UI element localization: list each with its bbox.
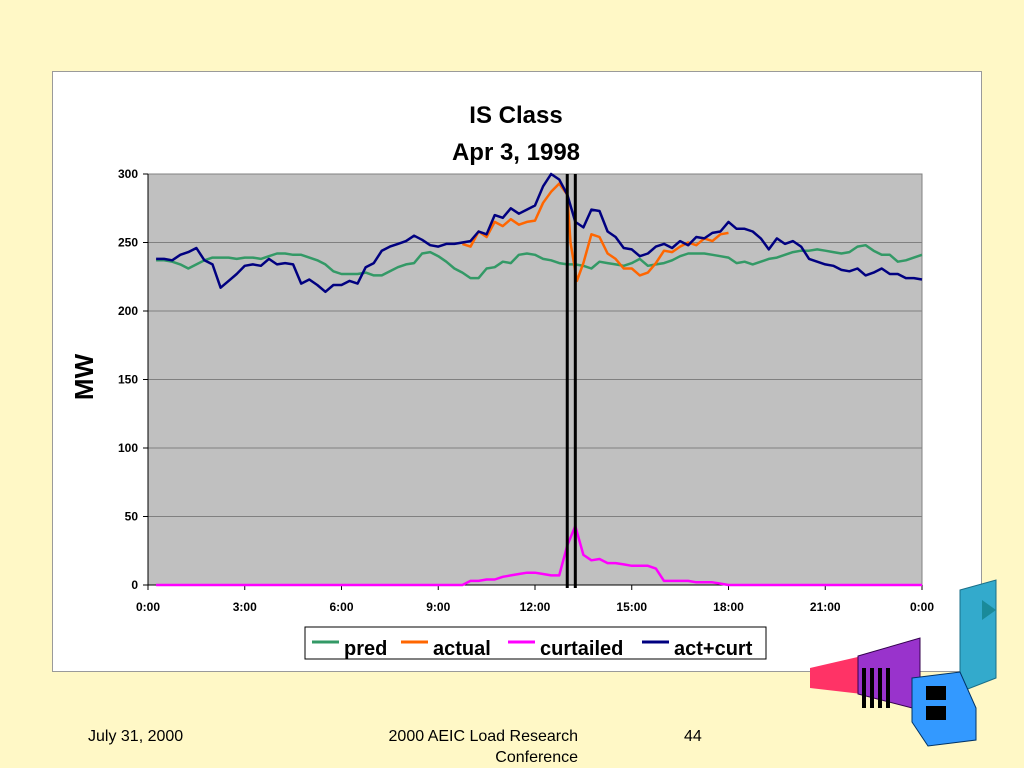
series-line-pred	[156, 243, 923, 280]
y-tick-label: 0	[131, 578, 138, 592]
y-tick-label: 300	[118, 167, 138, 181]
deco-tower-window-1	[926, 686, 946, 700]
deco-teal-top	[982, 600, 996, 620]
legend-label-act-curt: act+curt	[674, 638, 753, 660]
y-tick-label: 50	[125, 510, 139, 524]
x-tick-label: 6:00	[329, 600, 353, 614]
deco-tower-window-2	[926, 706, 946, 720]
footer-date: July 31, 2000	[88, 728, 184, 745]
deco-teal-block	[959, 579, 997, 693]
legend: pred actual curtailed act+curt	[304, 626, 767, 660]
footer-conference: 2000 AEIC Load Research Conference	[388, 728, 578, 766]
y-tick-label: 150	[118, 373, 138, 387]
x-tick-label: 9:00	[426, 600, 450, 614]
x-tick-label: 3:00	[233, 600, 257, 614]
series-line-curtailed	[156, 524, 922, 587]
y-tick-label: 100	[118, 441, 138, 455]
chart-panel: IS Class Apr 3, 1998 MW 0 50 100 150 200 250 3…	[52, 71, 982, 672]
x-tick-label: 12:00	[520, 600, 551, 614]
legend-label-pred: pred	[344, 638, 387, 660]
legend-box	[304, 626, 767, 660]
line-chart: IS Class Apr 3, 1998 MW 0 50 100 150 200 250 3…	[69, 102, 934, 660]
legend-label-actual: actual	[433, 638, 491, 660]
series-line-act-curt	[156, 172, 923, 294]
deco-window-stripes	[862, 668, 890, 708]
chart-title: IS Class	[469, 102, 562, 129]
x-tick-label: 0:00	[910, 600, 934, 614]
x-tick-label: 21:00	[810, 600, 841, 614]
chart-subtitle: Apr 3, 1998	[452, 139, 580, 166]
x-tick-label: 15:00	[616, 600, 647, 614]
decorative-buildings-graphic	[810, 579, 997, 747]
x-tick-label: 0:00	[136, 600, 160, 614]
y-tick-label: 250	[118, 236, 138, 250]
legend-label-curtailed: curtailed	[540, 638, 623, 660]
y-axis-label: MW	[69, 353, 99, 400]
series-line-actual	[462, 182, 729, 283]
deco-pink-block	[810, 656, 862, 694]
y-tick-label: 200	[118, 304, 138, 318]
x-tick-label: 18:00	[713, 600, 744, 614]
footer-page-number: 44	[684, 728, 702, 745]
